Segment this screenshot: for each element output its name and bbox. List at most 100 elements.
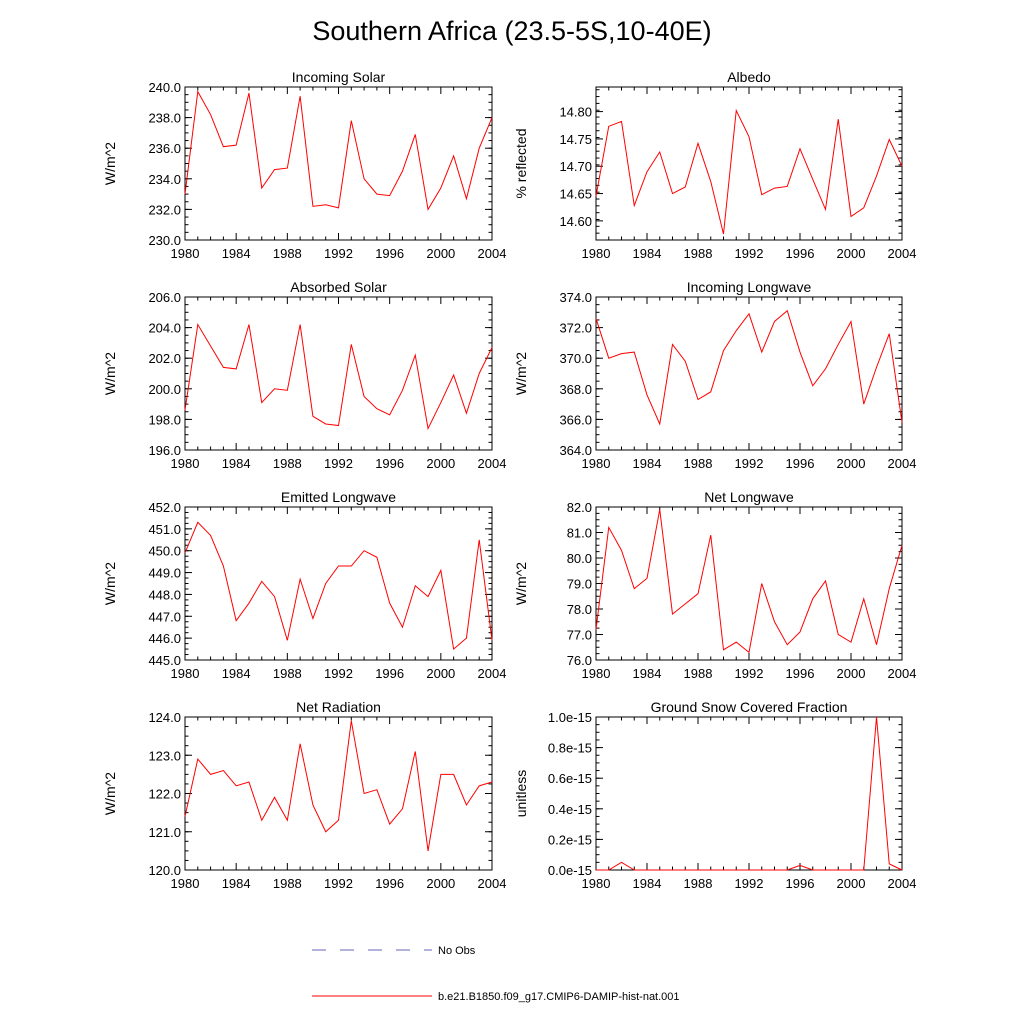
y-tick-label: 14.70 <box>559 159 592 174</box>
x-tick-label: 1996 <box>786 456 815 471</box>
x-tick-label: 1988 <box>273 456 302 471</box>
x-tick-label: 2004 <box>478 666 507 681</box>
y-tick-label: 234.0 <box>148 172 181 187</box>
x-tick-label: 1992 <box>324 666 353 681</box>
x-tick-label: 1996 <box>786 666 815 681</box>
x-tick-label: 1988 <box>684 456 713 471</box>
panels: Incoming Solar 1980 1984 1988 1992 1996 2000 20… <box>102 69 916 891</box>
y-tick-label: 448.0 <box>148 587 181 602</box>
y-tick-label: 206.0 <box>148 290 181 305</box>
x-tick-label: 2000 <box>426 666 455 681</box>
series-line <box>184 323 493 431</box>
y-axis-label: W/m^2 <box>513 562 529 605</box>
y-tick-label: 0.0e-15 <box>548 863 592 878</box>
x-tick-label: 1988 <box>684 876 713 891</box>
panel-7: Net Radiation 1980 1984 1988 1992 1996 2000 200… <box>102 699 506 891</box>
x-tick-label: 2000 <box>426 246 455 261</box>
x-tick-label: 1996 <box>375 876 404 891</box>
x-tick-label: 1992 <box>324 876 353 891</box>
panel-title: Net Longwave <box>704 489 794 505</box>
x-tick-label: 1988 <box>273 876 302 891</box>
x-tick-label: 1996 <box>786 876 815 891</box>
x-tick-label: 2004 <box>478 246 507 261</box>
y-tick-label: 372.0 <box>559 321 592 336</box>
series-line <box>595 108 903 235</box>
y-tick-label: 204.0 <box>148 321 181 336</box>
x-tick-label: 1992 <box>735 666 764 681</box>
y-tick-label: 232.0 <box>148 202 181 217</box>
y-tick-label: 445.0 <box>148 653 181 668</box>
y-axis-label: W/m^2 <box>102 562 118 605</box>
x-tick-label: 2004 <box>888 456 917 471</box>
x-tick-label: 2004 <box>478 876 507 891</box>
x-tick-label: 1984 <box>222 876 251 891</box>
y-axis-label: W/m^2 <box>102 142 118 185</box>
series-line <box>595 309 903 426</box>
x-tick-label: 2000 <box>837 456 866 471</box>
y-tick-label: 1.0e-15 <box>548 710 592 725</box>
y-tick-label: 14.75 <box>559 132 592 147</box>
x-tick-label: 1988 <box>684 666 713 681</box>
x-tick-label: 2000 <box>837 876 866 891</box>
y-tick-label: 451.0 <box>148 522 181 537</box>
x-tick-label: 1984 <box>222 456 251 471</box>
series-line <box>184 90 493 211</box>
x-tick-label: 1996 <box>375 666 404 681</box>
y-tick-label: 79.0 <box>567 577 592 592</box>
y-tick-label: 122.0 <box>148 787 181 802</box>
panel-title: Incoming Solar <box>292 69 386 85</box>
legend-label-no-obs: No Obs <box>438 945 476 957</box>
y-tick-label: 238.0 <box>148 111 181 126</box>
x-tick-label: 1980 <box>582 876 611 891</box>
x-tick-label: 1996 <box>375 456 404 471</box>
y-tick-label: 200.0 <box>148 382 181 397</box>
panel-title: Absorbed Solar <box>290 279 387 295</box>
y-tick-label: 366.0 <box>559 412 592 427</box>
y-tick-label: 374.0 <box>559 290 592 305</box>
x-tick-label: 1984 <box>222 246 251 261</box>
y-tick-label: 76.0 <box>567 653 592 668</box>
x-tick-label: 1996 <box>375 246 404 261</box>
y-tick-label: 14.65 <box>559 187 592 202</box>
y-tick-label: 82.0 <box>567 500 592 515</box>
y-tick-label: 240.0 <box>148 80 181 95</box>
x-tick-label: 2000 <box>426 876 455 891</box>
y-axis-label: W/m^2 <box>102 772 118 815</box>
y-tick-label: 450.0 <box>148 544 181 559</box>
series-line <box>184 521 493 651</box>
x-tick-label: 1980 <box>582 666 611 681</box>
y-tick-label: 446.0 <box>148 631 181 646</box>
y-axis-label: W/m^2 <box>102 352 118 395</box>
x-tick-label: 1984 <box>633 666 662 681</box>
series-line <box>595 509 903 654</box>
x-tick-label: 1992 <box>735 456 764 471</box>
x-tick-label: 2000 <box>837 666 866 681</box>
x-tick-label: 1988 <box>273 666 302 681</box>
y-tick-label: 77.0 <box>567 628 592 643</box>
y-tick-label: 121.0 <box>148 825 181 840</box>
y-tick-label: 0.8e-15 <box>548 741 592 756</box>
y-tick-label: 198.0 <box>148 412 181 427</box>
x-tick-label: 1988 <box>273 246 302 261</box>
panel-title: Emitted Longwave <box>281 489 396 505</box>
y-tick-label: 124.0 <box>148 710 181 725</box>
y-axis-label: % reflected <box>513 128 529 198</box>
y-tick-label: 236.0 <box>148 141 181 156</box>
panel-title: Incoming Longwave <box>687 279 812 295</box>
y-tick-label: 196.0 <box>148 443 181 458</box>
panel-3: Absorbed Solar 1980 1984 1988 1992 1996 2000 20… <box>102 279 506 471</box>
y-tick-label: 230.0 <box>148 233 181 248</box>
x-tick-label: 1984 <box>633 876 662 891</box>
panel-title: Net Radiation <box>296 699 381 715</box>
y-tick-label: 370.0 <box>559 351 592 366</box>
x-tick-label: 1984 <box>633 246 662 261</box>
x-tick-label: 1980 <box>171 876 200 891</box>
x-tick-label: 1980 <box>171 246 200 261</box>
y-tick-label: 364.0 <box>559 443 592 458</box>
x-tick-label: 1980 <box>582 246 611 261</box>
x-tick-label: 1984 <box>222 666 251 681</box>
y-tick-label: 452.0 <box>148 500 181 515</box>
y-tick-label: 449.0 <box>148 566 181 581</box>
panel-2: Albedo 1980 1984 1988 1992 1996 2000 2004 14.60 1… <box>513 69 916 261</box>
